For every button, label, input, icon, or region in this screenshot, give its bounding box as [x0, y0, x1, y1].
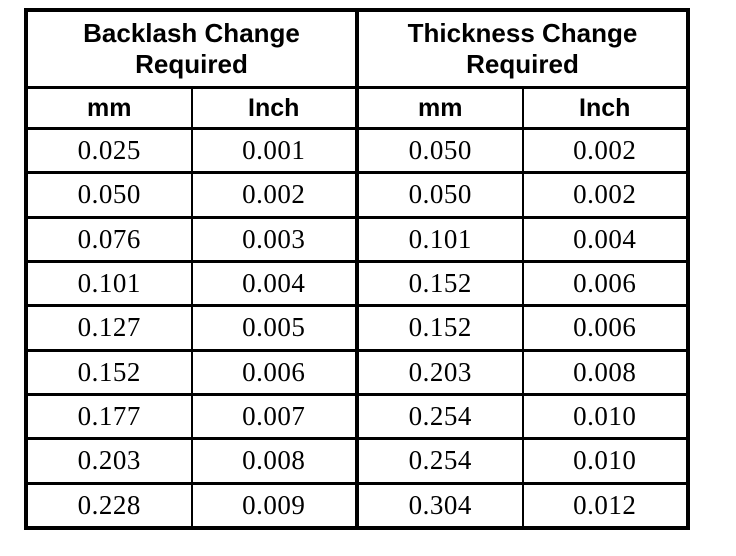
- table-row: 0.152 0.006 0.203 0.008: [25, 348, 689, 396]
- data-cell: 0.152: [355, 304, 524, 352]
- group-header-thickness: Thickness Change Required: [355, 8, 689, 89]
- unit-header-backlash-mm: mm: [25, 86, 193, 130]
- unit-header-thickness-mm: mm: [355, 86, 524, 130]
- data-cell: 0.002: [521, 126, 689, 175]
- data-cell: 0.008: [190, 437, 358, 485]
- data-cell: 0.304: [355, 481, 524, 530]
- data-cell: 0.254: [355, 392, 524, 441]
- data-cell: 0.008: [521, 348, 689, 396]
- group-header-backlash: Backlash Change Required: [25, 8, 358, 89]
- data-cell: 0.101: [355, 215, 524, 263]
- data-cell: 0.177: [25, 392, 193, 441]
- data-cell: 0.101: [25, 259, 193, 308]
- table-row: 0.177 0.007 0.254 0.010: [25, 392, 689, 441]
- unit-header-row: mm Inch mm Inch: [25, 86, 689, 130]
- table-row: 0.076 0.003 0.101 0.004: [25, 215, 689, 263]
- data-cell: 0.005: [190, 304, 358, 352]
- data-cell: 0.203: [25, 437, 193, 485]
- data-cell: 0.152: [355, 259, 524, 308]
- data-cell: 0.007: [190, 392, 358, 441]
- data-cell: 0.006: [521, 304, 689, 352]
- data-cell: 0.050: [25, 171, 193, 219]
- data-cell: 0.002: [190, 171, 358, 219]
- data-cell: 0.254: [355, 437, 524, 485]
- data-cell: 0.006: [521, 259, 689, 308]
- table-row: 0.228 0.009 0.304 0.012: [25, 481, 689, 530]
- data-cell: 0.004: [521, 215, 689, 263]
- table-row: 0.101 0.004 0.152 0.006: [25, 259, 689, 308]
- data-cell: 0.228: [25, 481, 193, 530]
- data-cell: 0.203: [355, 348, 524, 396]
- backlash-thickness-table: Backlash Change Required Thickness Chang…: [24, 8, 690, 530]
- data-cell: 0.127: [25, 304, 193, 352]
- data-cell: 0.012: [521, 481, 689, 530]
- data-cell: 0.009: [190, 481, 358, 530]
- data-cell: 0.003: [190, 215, 358, 263]
- data-cell: 0.004: [190, 259, 358, 308]
- group-header-backlash-label: Backlash Change Required: [83, 18, 300, 79]
- group-header-thickness-label: Thickness Change Required: [407, 18, 638, 79]
- unit-header-backlash-inch: Inch: [190, 86, 358, 130]
- data-cell: 0.001: [190, 126, 358, 175]
- group-header-row: Backlash Change Required Thickness Chang…: [25, 8, 689, 89]
- data-cell: 0.006: [190, 348, 358, 396]
- data-cell: 0.010: [521, 392, 689, 441]
- data-cell: 0.076: [25, 215, 193, 263]
- data-cell: 0.025: [25, 126, 193, 175]
- unit-header-thickness-inch: Inch: [521, 86, 689, 130]
- table-row: 0.203 0.008 0.254 0.010: [25, 437, 689, 485]
- table-row: 0.127 0.005 0.152 0.006: [25, 304, 689, 352]
- data-cell: 0.050: [355, 171, 524, 219]
- table-row: 0.025 0.001 0.050 0.002: [25, 126, 689, 175]
- data-cell: 0.010: [521, 437, 689, 485]
- data-cell: 0.002: [521, 171, 689, 219]
- data-cell: 0.152: [25, 348, 193, 396]
- table-row: 0.050 0.002 0.050 0.002: [25, 171, 689, 219]
- data-cell: 0.050: [355, 126, 524, 175]
